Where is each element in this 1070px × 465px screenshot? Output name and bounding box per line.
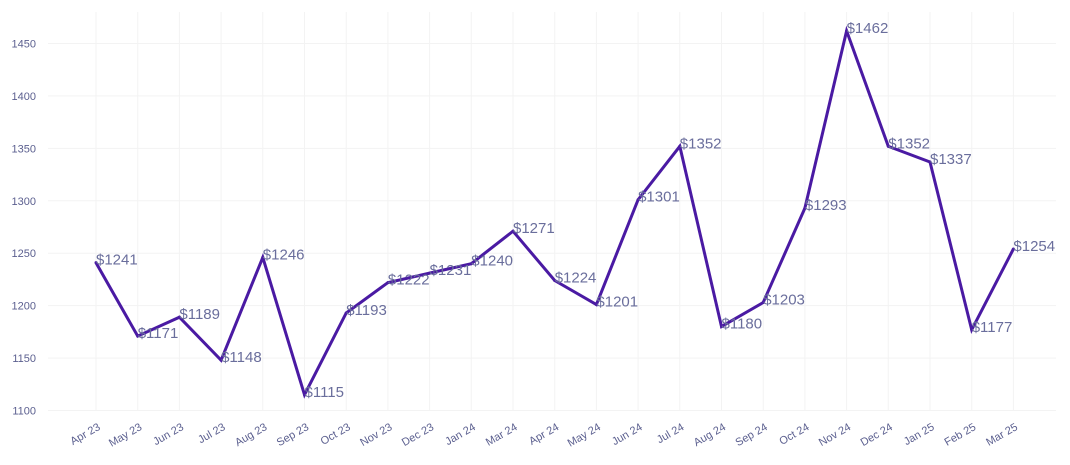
data-point [761,300,765,304]
data-label: $1337 [930,151,972,168]
data-label: $1115 [305,384,345,401]
x-tick-label: Mar 25 [984,421,1020,449]
data-label: $1293 [805,197,847,214]
data-point [428,271,432,275]
data-point [136,334,140,338]
x-tick-label: Aug 23 [233,421,269,449]
data-point [469,262,473,266]
x-tick-label: Oct 23 [319,421,353,448]
data-label: $1180 [722,316,763,333]
grid [48,12,1056,411]
data-point [678,144,682,148]
data-label: $1231 [430,262,472,279]
x-axis: Apr 23 May 23 Jun 23 Jul 23 Aug 23 Sep 23 Oct … [68,421,1019,449]
x-tick-label: Aug 24 [692,421,728,449]
data-point [886,144,890,148]
data-point [970,328,974,332]
data-label: $1224 [555,269,597,286]
data-label: $1352 [680,135,722,152]
x-tick-label: Jan 25 [902,421,937,448]
data-label: $1148 [221,349,262,366]
data-point [1011,247,1015,251]
x-tick-label: Apr 23 [68,421,102,448]
y-tick-label: 1450 [12,39,36,51]
data-label: $1241 [96,252,138,269]
x-tick-label: Jan 24 [443,421,478,448]
data-point [636,198,640,202]
data-point [845,29,849,33]
y-tick-label: 1250 [12,248,36,260]
data-label: $1271 [513,220,555,237]
data-label: $1240 [471,253,513,270]
x-tick-label: Oct 24 [777,421,811,448]
x-tick-label: Sep 23 [275,421,311,449]
data-label: $1193 [346,302,387,319]
y-tick-label: 1200 [12,301,36,313]
x-tick-label: Mar 24 [484,421,520,449]
x-tick-label: Sep 24 [733,421,769,449]
x-tick-label: Feb 25 [943,421,979,449]
data-label: $1203 [763,291,805,308]
data-point [594,303,598,307]
x-tick-label: May 23 [107,421,144,449]
y-tick-label: 1400 [12,91,36,103]
data-labels: $1241 $1171$1189 $1148 $1246 $1115 $1193$1222… [94,20,1055,401]
x-tick-label: Jul 23 [196,421,227,446]
data-label: $1201 [596,294,638,311]
y-tick-label: 1150 [12,353,36,365]
x-tick-label: Jun 23 [151,421,186,448]
data-point [344,311,348,315]
y-axis: 1100 1150 1200 1250 1300 1350 1400 1450 [12,39,36,418]
x-tick-label: Dec 23 [400,421,436,449]
data-point [803,206,807,210]
x-tick-label: Dec 24 [859,421,895,449]
data-label: $1171 [138,325,179,342]
data-label: $1189 [179,306,220,323]
data-label: $1352 [888,135,930,152]
data-point [553,278,557,282]
data-point [303,393,306,397]
x-tick-label: Nov 24 [817,421,853,449]
x-tick-label: Apr 24 [527,421,561,448]
data-point [511,229,515,233]
x-tick-label: Jul 24 [655,421,686,446]
y-tick-label: 1100 [12,406,36,418]
data-point [261,255,265,259]
data-point [386,281,390,285]
data-point [720,325,723,329]
data-label: $1254 [1013,238,1055,255]
data-point [928,160,932,164]
data-point [177,315,181,319]
data-label: $1462 [847,20,889,37]
x-tick-label: May 24 [566,421,603,449]
data-label: $1222 [388,272,430,289]
data-label: $1246 [263,246,305,263]
data-point [219,358,223,362]
y-tick-label: 1350 [12,143,36,155]
x-tick-label: Nov 23 [358,421,394,449]
data-label: $1301 [638,189,680,206]
x-tick-label: Jun 24 [610,421,645,448]
y-tick-label: 1300 [12,196,36,208]
data-label: $1177 [972,319,1013,336]
data-point [94,261,98,265]
